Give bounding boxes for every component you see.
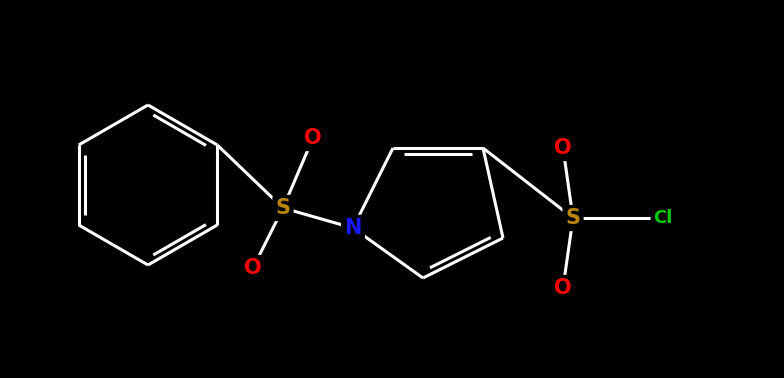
Text: Cl: Cl	[653, 209, 673, 227]
Text: S: S	[565, 208, 580, 228]
Text: O: O	[554, 138, 572, 158]
Text: O: O	[304, 128, 321, 148]
Text: S: S	[275, 198, 291, 218]
Text: O: O	[554, 278, 572, 298]
Text: N: N	[344, 218, 361, 238]
Text: O: O	[244, 258, 262, 278]
Text: N: N	[344, 218, 361, 238]
